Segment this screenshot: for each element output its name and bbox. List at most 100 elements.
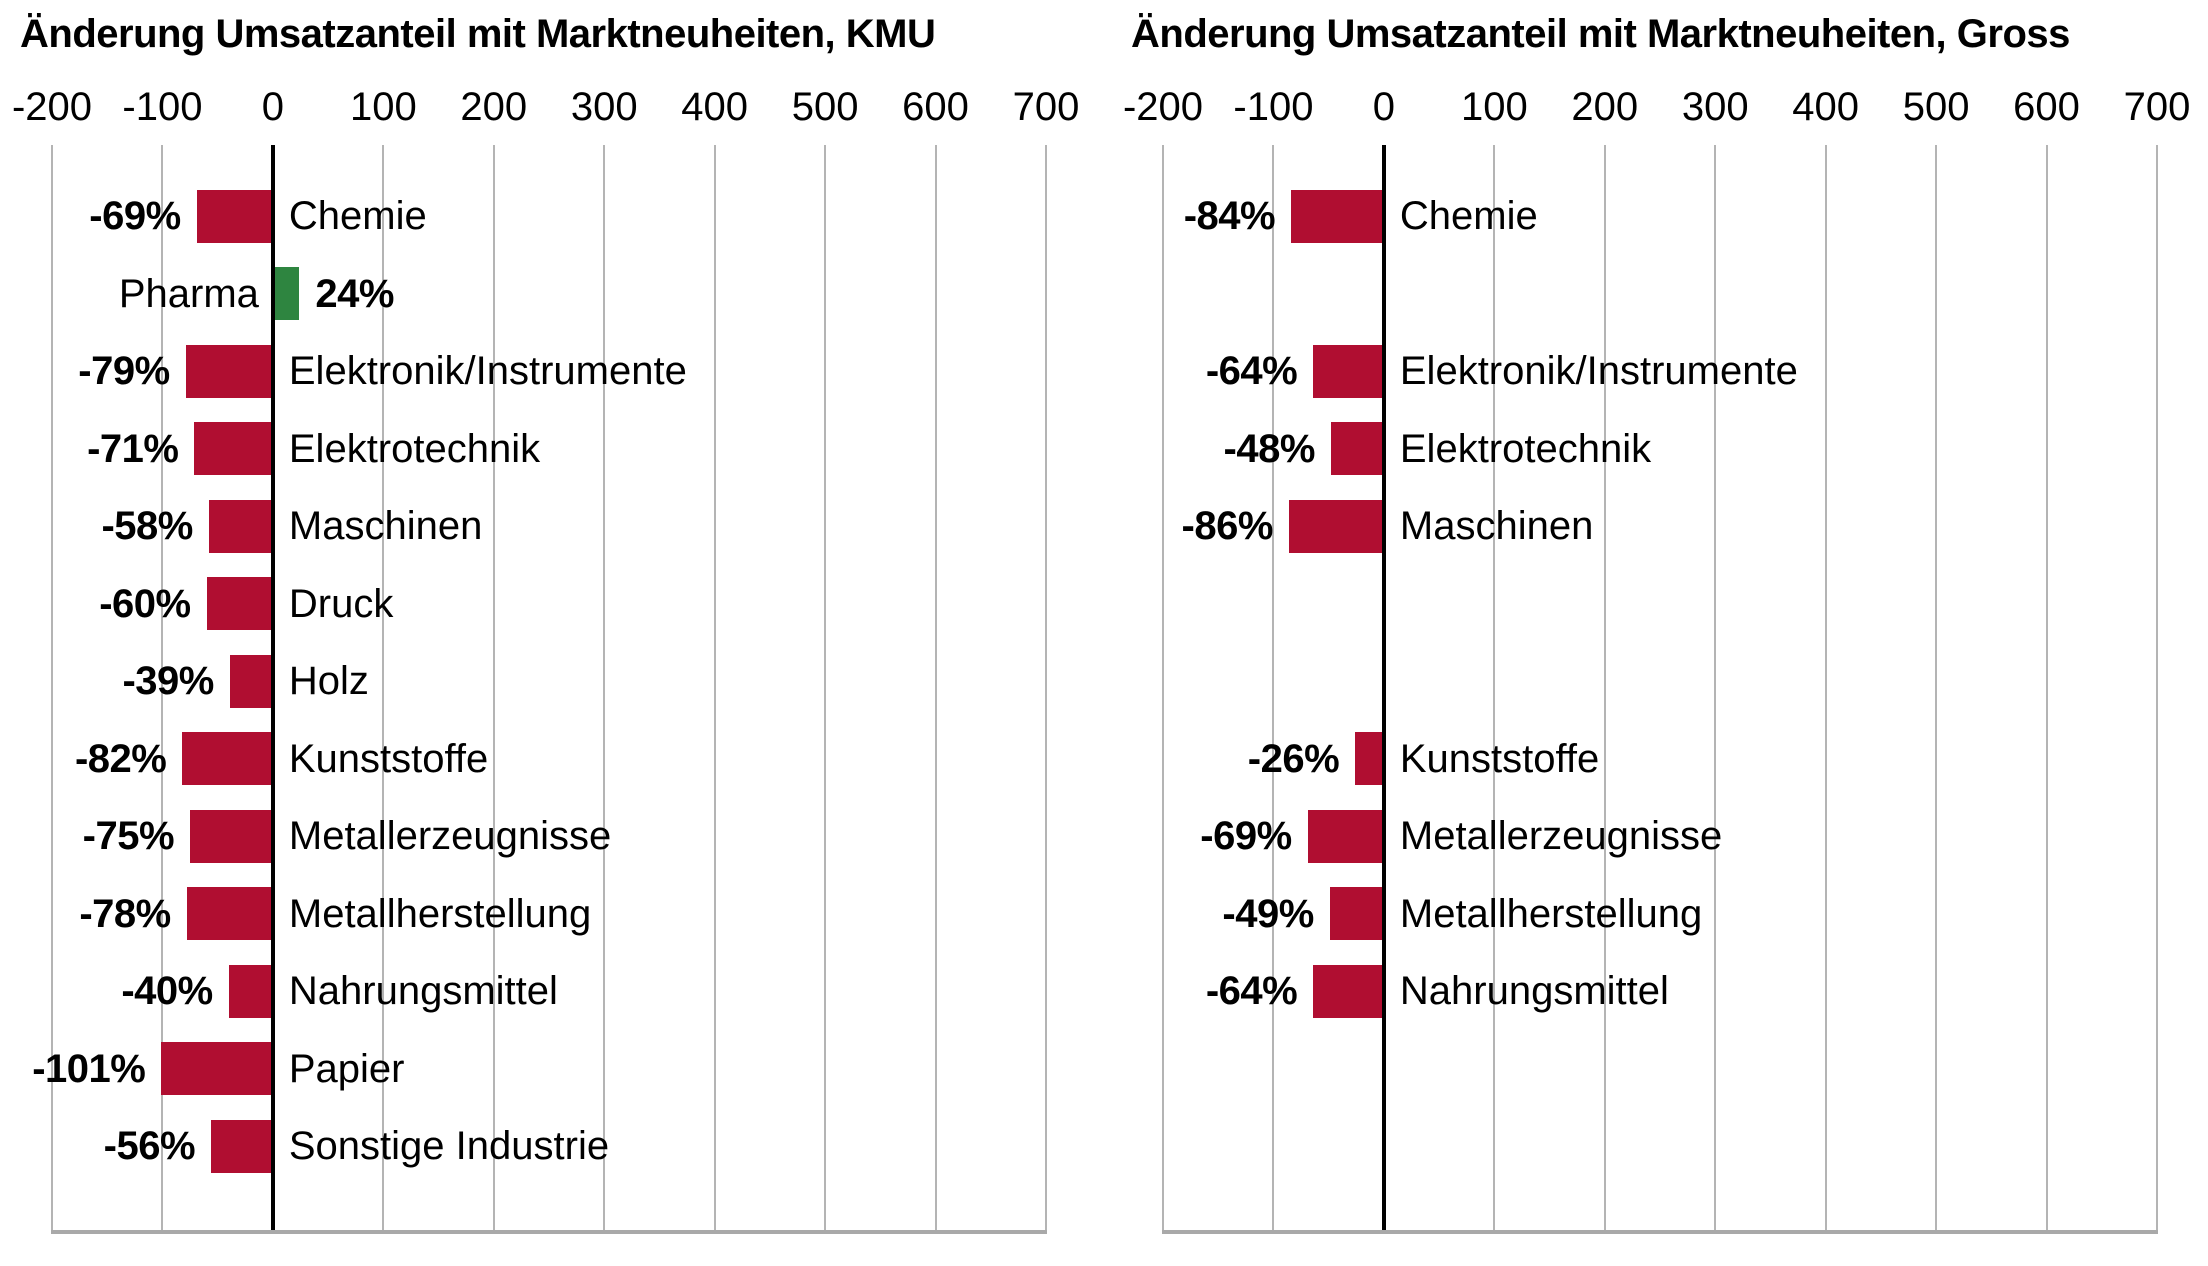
bar-druck xyxy=(206,577,273,630)
value-label: -48% xyxy=(1223,426,1316,471)
x-axis-baseline xyxy=(1162,1230,2158,1234)
category-label: Chemie xyxy=(288,194,427,238)
axis-tick-label: 100 xyxy=(1460,85,1528,129)
category-label: Metallerzeugnisse xyxy=(1399,814,1723,858)
value-label: -39% xyxy=(122,659,214,703)
category-label: Kunststoffe xyxy=(288,736,489,781)
value-label: -69% xyxy=(89,194,181,238)
value-label: -64% xyxy=(1205,349,1298,393)
bar-papier xyxy=(161,1042,273,1095)
bar-chemie xyxy=(1291,189,1384,243)
value-label: -40% xyxy=(121,969,213,1013)
category-label: Elektronik/Instrumente xyxy=(288,349,687,393)
gridline xyxy=(824,145,827,1230)
value-label: -78% xyxy=(79,891,171,936)
bar-pharma xyxy=(272,267,300,320)
category-label: Holz xyxy=(288,659,369,703)
category-label: Chemie xyxy=(1399,194,1538,238)
category-label: Nahrungsmittel xyxy=(288,969,558,1013)
value-label: -75% xyxy=(82,814,175,858)
value-label: -84% xyxy=(1183,194,1276,238)
value-label: -69% xyxy=(1200,814,1292,858)
category-label: Maschinen xyxy=(1399,504,1594,548)
value-label: -86% xyxy=(1181,504,1274,548)
axis-tick-label: 500 xyxy=(1902,85,1970,129)
axis-tick-label: -100 xyxy=(122,85,203,129)
axis-tick-label: 400 xyxy=(1792,85,1860,129)
axis-tick-label: -200 xyxy=(1122,85,1204,129)
axis-tick-label: 700 xyxy=(1012,85,1080,129)
axis-tick-label: 700 xyxy=(2123,85,2191,129)
gridline xyxy=(492,145,495,1230)
value-label: -58% xyxy=(101,504,193,548)
zero-axis-line xyxy=(270,145,275,1230)
bar-maschinen xyxy=(1288,499,1384,553)
bar-elektronik-instrumente xyxy=(1313,344,1384,398)
axis-tick-label: 100 xyxy=(349,85,417,129)
gridline xyxy=(603,145,606,1230)
axis-tick-label: 500 xyxy=(791,85,859,129)
chart-title-kmu: Änderung Umsatzanteil mit Marktneuheiten… xyxy=(20,12,936,56)
category-label: Elektronik/Instrumente xyxy=(1399,349,1798,393)
axis-tick-label: 400 xyxy=(681,85,749,129)
gridline xyxy=(713,145,716,1230)
bar-metallherstellung xyxy=(1329,887,1384,940)
gridline xyxy=(1162,145,1164,1230)
category-label: Metallherstellung xyxy=(288,891,592,936)
x-axis-baseline xyxy=(51,1230,1047,1234)
gridline xyxy=(2045,145,2048,1230)
value-label: -71% xyxy=(87,426,179,471)
gridline xyxy=(51,145,53,1230)
bar-elektrotechnik xyxy=(1330,422,1384,475)
value-label: -56% xyxy=(103,1124,196,1168)
bar-nahrungsmittel xyxy=(1313,964,1384,1018)
category-label: Elektrotechnik xyxy=(1399,426,1652,471)
axis-tick-label: 600 xyxy=(2013,85,2080,129)
category-label: Druck xyxy=(288,581,394,626)
category-label: Elektrotechnik xyxy=(288,426,541,471)
bar-maschinen xyxy=(208,499,273,553)
bar-metallherstellung xyxy=(186,887,273,940)
axis-tick-label: 200 xyxy=(1571,85,1639,129)
bar-kunststoffe xyxy=(182,732,273,785)
category-label: Sonstige Industrie xyxy=(288,1124,610,1168)
bar-elektronik-instrumente xyxy=(185,344,273,398)
category-label: Papier xyxy=(288,1046,405,1091)
axis-tick-label: -200 xyxy=(11,85,93,129)
value-label: -64% xyxy=(1205,969,1298,1013)
bar-holz xyxy=(229,654,273,708)
value-label: -26% xyxy=(1247,736,1340,781)
axis-tick-label: 300 xyxy=(1681,85,1749,129)
value-label: -60% xyxy=(99,581,191,626)
axis-tick-label: 0 xyxy=(1372,85,1395,129)
gridline xyxy=(1824,145,1827,1230)
category-label: Metallherstellung xyxy=(1399,891,1703,936)
gridline xyxy=(161,145,164,1230)
category-label: Pharma xyxy=(118,271,259,316)
bar-sonstige-industrie xyxy=(211,1119,273,1173)
gridline xyxy=(1714,145,1717,1230)
gridline xyxy=(2156,145,2158,1230)
bar-chemie xyxy=(196,189,273,243)
zero-axis-line xyxy=(1381,145,1386,1230)
category-label: Metallerzeugnisse xyxy=(288,814,612,858)
chart-title-gross: Änderung Umsatzanteil mit Marktneuheiten… xyxy=(1131,12,2070,56)
axis-tick-label: 0 xyxy=(261,85,284,129)
bar-metallerzeugnisse xyxy=(1307,809,1384,863)
value-label: -82% xyxy=(74,736,167,781)
axis-tick-label: 300 xyxy=(570,85,638,129)
bar-metallerzeugnisse xyxy=(190,809,273,863)
axis-tick-label: 600 xyxy=(902,85,969,129)
axis-tick-label: -100 xyxy=(1233,85,1314,129)
category-label: Nahrungsmittel xyxy=(1399,969,1669,1013)
gridline xyxy=(1272,145,1275,1230)
bar-kunststoffe xyxy=(1355,732,1384,785)
axis-tick-label: 200 xyxy=(460,85,528,129)
value-label: -79% xyxy=(78,349,170,393)
gridline xyxy=(1045,145,1047,1230)
category-label: Kunststoffe xyxy=(1399,736,1600,781)
bar-nahrungsmittel xyxy=(228,964,273,1018)
value-label: -49% xyxy=(1222,891,1314,936)
gridline xyxy=(1493,145,1496,1230)
